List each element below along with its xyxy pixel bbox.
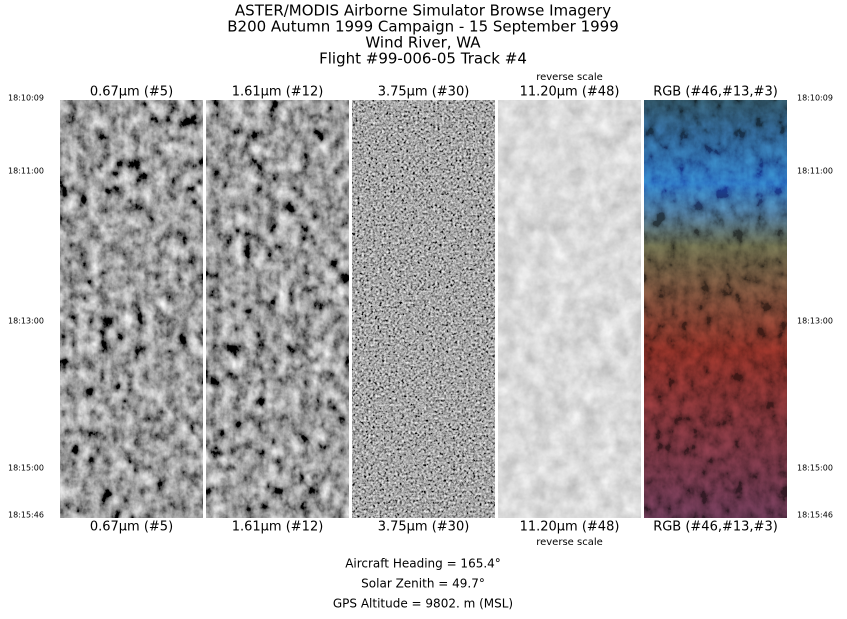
title-line: Flight #99-006-05 Track #4 xyxy=(319,50,527,68)
time-label: 18:15:00 xyxy=(797,464,833,473)
image-panel xyxy=(206,100,349,518)
time-label: 18:11:00 xyxy=(8,167,44,176)
footer-line: Solar Zenith = 49.7° xyxy=(361,577,485,591)
panel-label: 1.61μm (#12) xyxy=(232,85,324,100)
panel-note: reverse scale xyxy=(536,537,603,548)
panel-label: 3.75μm (#30) xyxy=(378,520,470,535)
time-label: 18:15:46 xyxy=(797,511,833,520)
footer-line: GPS Altitude = 9802. m (MSL) xyxy=(333,597,513,611)
panel-label: 3.75μm (#30) xyxy=(378,85,470,100)
image-panel xyxy=(60,100,203,518)
time-label: 18:15:00 xyxy=(8,464,44,473)
panel-label: 11.20μm (#48) xyxy=(520,520,620,535)
footer-line: Aircraft Heading = 165.4° xyxy=(345,557,501,571)
time-label: 18:11:00 xyxy=(797,167,833,176)
time-label: 18:10:09 xyxy=(8,94,44,103)
title-line: ASTER/MODIS Airborne Simulator Browse Im… xyxy=(235,2,611,20)
panel-note: reverse scale xyxy=(536,72,603,83)
time-label: 18:13:00 xyxy=(797,317,833,326)
panel-label: 11.20μm (#48) xyxy=(520,85,620,100)
panel-label: 0.67μm (#5) xyxy=(90,520,173,535)
time-label: 18:13:00 xyxy=(8,317,44,326)
image-panel xyxy=(498,100,641,518)
title-line: Wind River, WA xyxy=(365,34,481,52)
image-texture xyxy=(644,100,787,518)
image-panel xyxy=(352,100,495,518)
panel-label: RGB (#46,#13,#3) xyxy=(653,520,778,535)
panel-label: 0.67μm (#5) xyxy=(90,85,173,100)
time-label: 18:15:46 xyxy=(8,511,44,520)
time-label: 18:10:09 xyxy=(797,94,833,103)
panel-label: RGB (#46,#13,#3) xyxy=(653,85,778,100)
panel-label: 1.61μm (#12) xyxy=(232,520,324,535)
title-line: B200 Autumn 1999 Campaign - 15 September… xyxy=(227,18,619,36)
image-panels xyxy=(60,100,787,518)
